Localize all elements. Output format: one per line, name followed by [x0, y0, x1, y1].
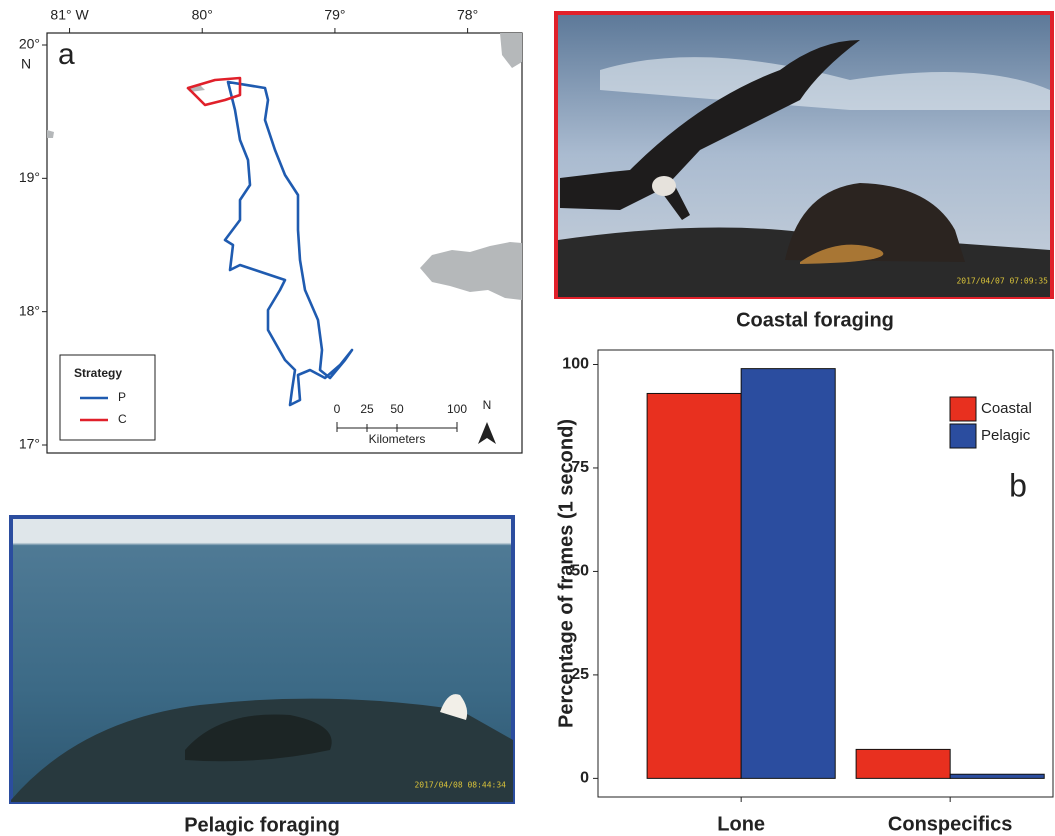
x-tick-label: Conspecifics	[888, 813, 1012, 835]
scale-label: 50	[390, 402, 404, 416]
y-tick-label: 19°	[19, 169, 40, 185]
x-tick-label: 81° W	[50, 7, 89, 23]
legend-label: P	[118, 390, 126, 404]
x-tick-label: 79°	[324, 7, 345, 23]
scale-label: 0	[334, 402, 341, 416]
y-tick-label: 100	[562, 356, 589, 373]
bar	[950, 774, 1044, 778]
x-tick-label: 80°	[192, 7, 213, 23]
photo-coastal: 2017/04/07 07:09:35 Coastal foraging	[556, 13, 1052, 331]
legend-title: Strategy	[74, 366, 122, 380]
bar	[741, 369, 835, 779]
bar	[856, 749, 950, 778]
timestamp: 2017/04/08 08:44:34	[414, 781, 506, 790]
x-tick-label: 78°	[457, 7, 478, 23]
y-axis-label: Percentage of frames (1 second)	[555, 419, 577, 728]
legend-label: Pelagic	[981, 427, 1031, 444]
legend-swatch	[950, 424, 976, 448]
panel-label: b	[1009, 467, 1027, 503]
timestamp: 2017/04/07 07:09:35	[956, 277, 1048, 286]
legend-label: C	[118, 412, 127, 426]
scale-label: 100	[447, 402, 467, 416]
figure: 2017/04/07 07:09:35 Coastal foraging 201…	[0, 0, 1055, 836]
y-tick-label: 18°	[19, 302, 40, 318]
caption: Pelagic foraging	[184, 814, 340, 836]
legend-swatch	[950, 397, 976, 421]
caption: Coastal foraging	[736, 309, 894, 331]
y-tick-label: 0	[580, 770, 589, 787]
photo-pelagic: 2017/04/08 08:44:34 Pelagic foraging	[11, 517, 513, 836]
bird-chest	[652, 176, 676, 196]
y-tick-label: 20°	[19, 36, 40, 52]
scale-label: 25	[360, 402, 374, 416]
north-label: N	[483, 398, 492, 412]
bar	[647, 393, 741, 778]
panel-label: a	[58, 38, 75, 71]
y-tick-label: 17°	[19, 436, 40, 452]
y-hemisphere: N	[21, 56, 31, 72]
legend-label: Coastal	[981, 400, 1032, 417]
scale-unit: Kilometers	[369, 432, 426, 446]
x-tick-label: Lone	[717, 813, 765, 835]
